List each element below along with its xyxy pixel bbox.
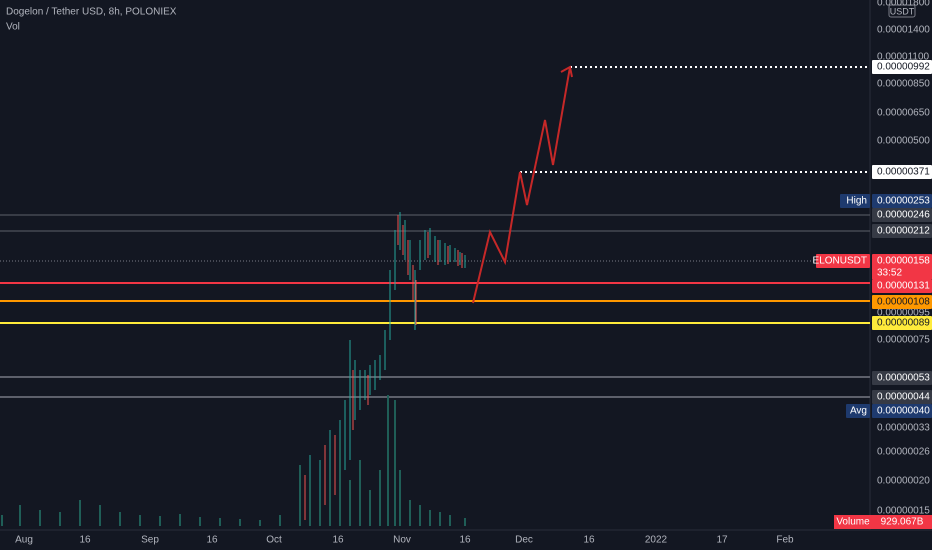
volume-tag — [872, 515, 932, 529]
price-tag — [872, 390, 932, 404]
price-label: 0.00000095 — [877, 308, 930, 319]
price-tag-value: 0.00000246 — [877, 210, 930, 221]
price-label: 0.00000026 — [877, 447, 930, 458]
price-label: 0.00000020 — [877, 476, 930, 487]
time-label: 16 — [79, 535, 91, 546]
time-label: 16 — [206, 535, 218, 546]
price-tag-name-text: ELONUSDT — [813, 256, 867, 267]
candle-wicks — [304, 215, 463, 520]
price-label: 0.00001100 — [877, 52, 930, 63]
price-tag-value: 0.00000253 — [877, 196, 930, 207]
countdown-tag — [872, 266, 932, 279]
price-tag-value: 0.00000044 — [877, 392, 930, 403]
price-tag-value: 0.00000992 — [877, 62, 930, 73]
price-tag-value: 0.00000089 — [877, 318, 930, 329]
price-tag-name — [840, 194, 870, 208]
symbol-title: Dogelon / Tether USD, 8h, POLONIEX — [6, 7, 177, 18]
time-label: 2022 — [645, 535, 668, 546]
price-tag-name — [816, 254, 870, 268]
price-label: 0.00001800 — [877, 0, 930, 9]
price-tag — [872, 404, 932, 418]
price-tag — [872, 208, 932, 222]
price-tag-value: 0.00000371 — [877, 167, 930, 178]
time-label: 16 — [332, 535, 344, 546]
candles — [1, 212, 466, 526]
time-label: Nov — [393, 535, 411, 546]
price-tag — [872, 316, 932, 330]
price-label: 0.00000650 — [877, 108, 930, 119]
arrow-head — [560, 65, 573, 78]
price-label: 0.00001400 — [877, 25, 930, 36]
time-label: Sep — [141, 535, 159, 546]
currency-label: USDT — [890, 6, 915, 16]
price-tag — [872, 224, 932, 238]
indicator-label: Vol — [6, 22, 20, 33]
volume-name: Volume — [836, 517, 870, 528]
price-tag — [872, 60, 932, 74]
currency-box — [888, 4, 916, 18]
price-tag-value: 0.00000108 — [877, 297, 930, 308]
price-tag — [872, 371, 932, 385]
price-tag-value: 0.00000212 — [877, 226, 930, 237]
price-tag-name — [846, 404, 870, 418]
price-tag — [872, 295, 932, 309]
volume-name-tag — [834, 515, 872, 529]
price-tag — [872, 194, 932, 208]
price-label: 0.00000500 — [877, 136, 930, 147]
price-tag — [872, 165, 932, 179]
price-label: 0.00000850 — [877, 79, 930, 90]
price-tag-value: 0.00000158 — [877, 256, 930, 267]
price-tag-value: 0.00000040 — [877, 406, 930, 417]
volume-value: 929.067B — [881, 517, 924, 528]
price-tag-value: 0.00000131 — [877, 281, 930, 292]
time-label: 17 — [716, 535, 728, 546]
price-tag-value: 0.00000053 — [877, 373, 930, 384]
volume-bars — [1, 395, 466, 526]
time-label: Oct — [266, 535, 282, 546]
time-label: Feb — [776, 535, 794, 546]
time-label: 16 — [583, 535, 595, 546]
price-tag — [872, 279, 932, 293]
price-tag — [872, 254, 932, 268]
time-label: Dec — [515, 535, 533, 546]
price-tag-name-text: Avg — [850, 406, 867, 417]
time-label: Aug — [15, 535, 33, 546]
price-tag-name-text: High — [846, 196, 867, 207]
price-label: 0.00000075 — [877, 335, 930, 346]
price-label: 0.00000015 — [877, 506, 930, 517]
countdown: 33:52 — [877, 268, 902, 279]
projection-arrow — [472, 66, 571, 304]
price-label: 0.00000033 — [877, 423, 930, 434]
time-label: 16 — [459, 535, 471, 546]
